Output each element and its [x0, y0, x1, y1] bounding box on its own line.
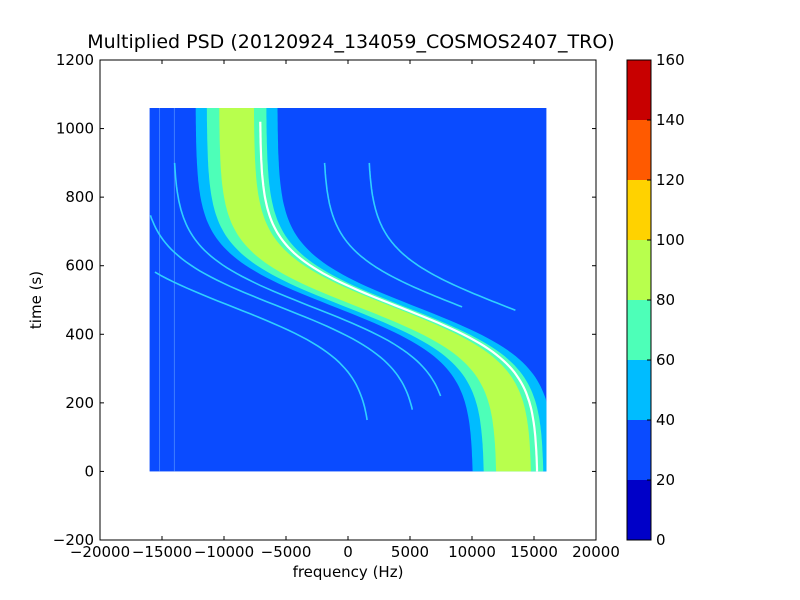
secondary-trace-2	[149, 215, 414, 410]
colorbar-ticks: 0 20 40 60 80 100 120 140 160	[647, 51, 685, 549]
doppler-band-outer	[195, 108, 547, 472]
colorbar-segment-120-140	[627, 120, 651, 180]
main-signal-line	[259, 121, 539, 472]
x-tick-label: 5000	[391, 543, 429, 561]
colorbar-segment-40-60	[627, 360, 651, 420]
colorbar-segment-0-20	[627, 480, 651, 540]
colorbar-tick-label: 100	[656, 231, 685, 249]
y-axis-ticks: −200 0 200 400 600 800 1000 1200	[53, 51, 596, 549]
colorbar-tick-label: 60	[656, 351, 675, 369]
colorbar-segment-60-80	[627, 300, 651, 360]
colorbar-segment-100-120	[627, 180, 651, 240]
x-tick-label: 0	[343, 543, 353, 561]
colorbar-tick-label: 20	[656, 471, 675, 489]
y-tick-label: 1200	[56, 51, 94, 69]
doppler-band-core	[219, 108, 531, 472]
colorbar-tick-label: 40	[656, 411, 675, 429]
colorbar-segment-140-160	[627, 60, 651, 120]
y-tick-label: 600	[65, 257, 94, 275]
y-tick-label: 1000	[56, 120, 94, 138]
x-tick-label: −10000	[194, 543, 254, 561]
y-tick-label: 800	[65, 188, 94, 206]
secondary-trace-4	[323, 162, 463, 308]
colorbar-tick-label: 0	[656, 531, 666, 549]
x-tick-label: −5000	[261, 543, 312, 561]
x-tick-label: −15000	[132, 543, 192, 561]
secondary-trace-1	[154, 271, 368, 421]
secondary-trace-5	[368, 162, 516, 312]
x-tick-label: 20000	[572, 543, 620, 561]
main-signal-trace	[259, 121, 539, 472]
y-axis-label: time (s)	[27, 271, 45, 329]
psd-heatmap	[149, 108, 547, 472]
plot-area: −20000 −15000 −10000 −5000 0 5000 10000 15000 20…	[53, 51, 620, 561]
colorbar: 0 20 40 60 80 100 120 140 160	[626, 51, 685, 549]
y-tick-label: 0	[84, 462, 94, 480]
colorbar-segment-80-100	[627, 240, 651, 300]
x-axis-label: frequency (Hz)	[293, 563, 404, 581]
secondary-signal-lines	[149, 162, 516, 421]
chart-title: Multiplied PSD (20120924_134059_COSMOS24…	[87, 31, 614, 53]
x-axis-ticks: −20000 −15000 −10000 −5000 0 5000 10000 15000 20…	[70, 60, 620, 561]
y-tick-label: −200	[53, 531, 94, 549]
colorbar-tick-label: 140	[656, 111, 685, 129]
secondary-trace-3	[173, 162, 442, 397]
colorbar-segment-20-40	[627, 420, 651, 480]
colorbar-tick-label: 160	[656, 51, 685, 69]
colorbar-segments	[627, 60, 651, 540]
x-tick-label: 10000	[448, 543, 496, 561]
colorbar-tick-label: 80	[656, 291, 675, 309]
y-tick-label: 400	[65, 325, 94, 343]
x-tick-label: −20000	[70, 543, 130, 561]
x-tick-label: 15000	[510, 543, 558, 561]
y-tick-label: 200	[65, 394, 94, 412]
colorbar-tick-label: 120	[656, 171, 685, 189]
